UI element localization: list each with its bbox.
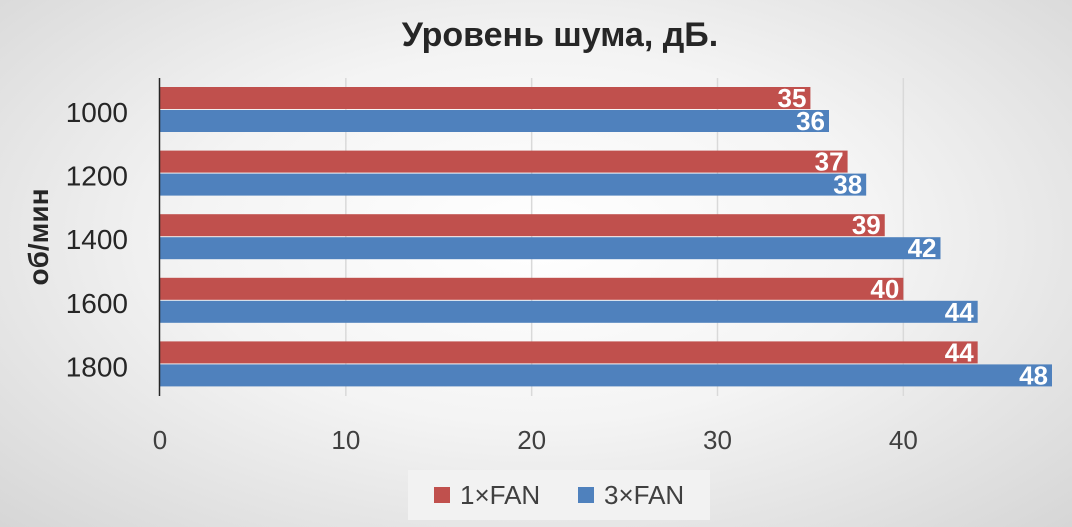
x-tick-label: 0 <box>153 425 167 455</box>
legend-box <box>408 470 710 520</box>
chart-title: Уровень шума, дБ. <box>402 16 718 54</box>
data-label: 39 <box>852 210 881 240</box>
bar <box>160 150 848 173</box>
data-label: 44 <box>945 337 974 367</box>
data-label: 42 <box>908 233 937 263</box>
y-tick-label: 1800 <box>66 351 128 382</box>
legend-swatch <box>434 487 450 503</box>
y-tick-labels: 1000 1200 1400 1600 1800 <box>66 97 128 382</box>
data-label: 40 <box>870 274 899 304</box>
x-tick-label: 30 <box>703 425 732 455</box>
y-tick-label: 1000 <box>66 97 128 128</box>
legend-swatch <box>578 487 594 503</box>
data-label: 37 <box>815 147 844 177</box>
bar <box>160 364 1052 387</box>
data-label: 44 <box>945 297 974 327</box>
y-axis-label: об/мин <box>23 188 54 285</box>
bar <box>160 341 978 364</box>
x-tick-labels: 0 10 20 30 40 <box>153 425 918 455</box>
x-tick-label: 20 <box>517 425 546 455</box>
legend: 1×FAN 3×FAN <box>434 480 684 510</box>
y-tick-label: 1400 <box>66 224 128 255</box>
bar <box>160 87 811 109</box>
bar <box>160 277 904 300</box>
data-label: 48 <box>1019 360 1048 390</box>
bar <box>160 214 885 237</box>
bar <box>160 173 867 196</box>
data-label: 36 <box>796 106 825 136</box>
bar <box>160 237 941 260</box>
data-label: 38 <box>833 170 862 200</box>
legend-label: 3×FAN <box>604 480 684 510</box>
x-tick-label: 40 <box>889 425 918 455</box>
bar <box>160 110 829 132</box>
legend-label: 1×FAN <box>460 480 540 510</box>
bar <box>160 300 978 323</box>
bars <box>160 87 1052 387</box>
y-tick-label: 1600 <box>66 288 128 319</box>
x-tick-label: 10 <box>331 425 360 455</box>
y-tick-label: 1200 <box>66 161 128 192</box>
data-label: 35 <box>777 83 806 113</box>
